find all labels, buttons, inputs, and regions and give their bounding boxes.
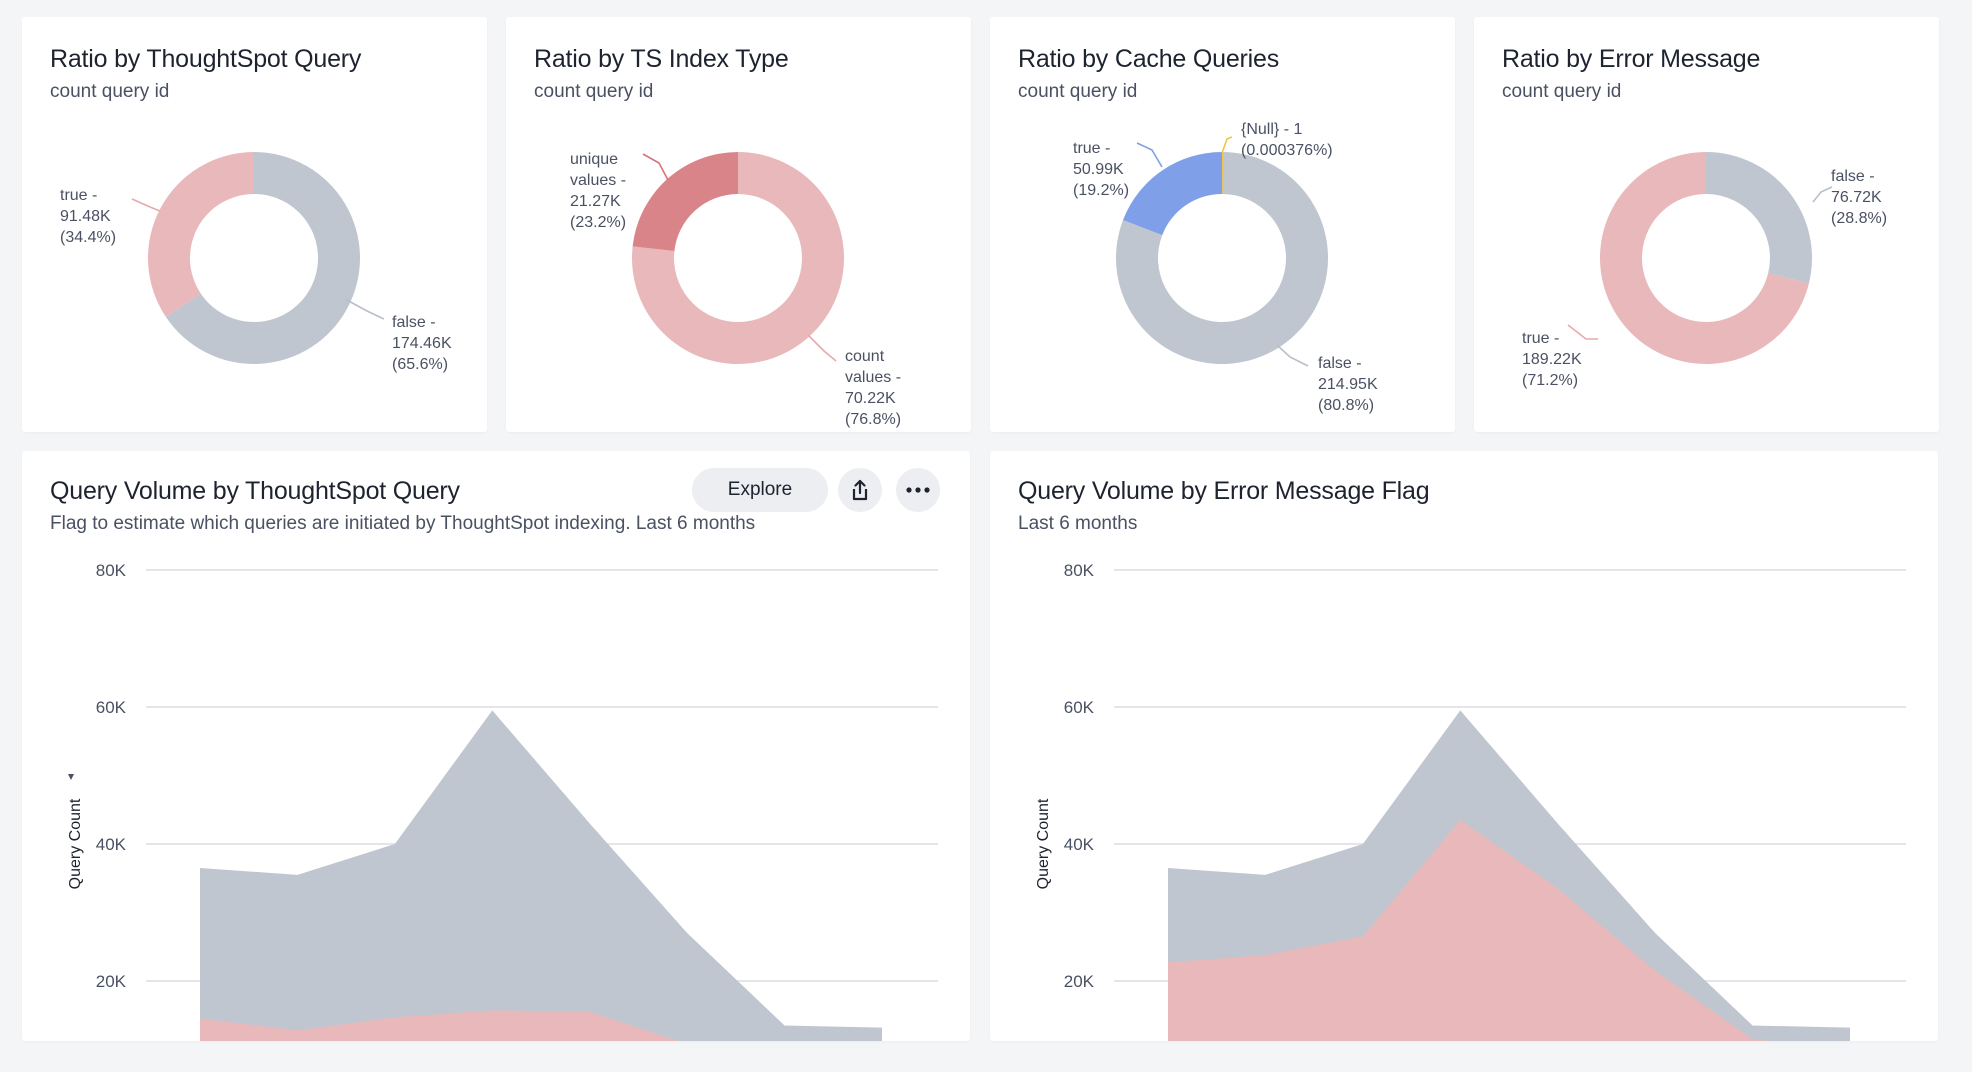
donut-chart[interactable]: {Null} - 1 (0.000376%) true -50.99K (19.2%)…: [990, 17, 1455, 432]
more-horizontal-icon: [906, 487, 930, 493]
leader-line: [1812, 186, 1833, 203]
share-button[interactable]: [838, 468, 882, 512]
card-subtitle: count query id: [534, 81, 654, 102]
donut-card-error-message[interactable]: Ratio by Error Message count query id fa…: [1474, 17, 1939, 432]
card-title: Ratio by ThoughtSpot Query: [50, 45, 362, 73]
slice-label: true -91.48K (34.4%): [60, 187, 116, 246]
card-title: Query Volume by ThoughtSpot Query: [50, 477, 460, 505]
leader-line: [1276, 344, 1309, 367]
leader-line: [1221, 136, 1233, 154]
explore-button[interactable]: Explore: [692, 468, 828, 512]
leader-line: [807, 334, 837, 362]
donut-chart[interactable]: true -91.48K (34.4%) false -174.46K (65.6%): [22, 17, 487, 432]
donut-slice-true[interactable]: [1600, 152, 1809, 364]
area-series-grey[interactable]: [200, 710, 882, 1041]
donut-slice-unique-values[interactable]: [632, 152, 738, 251]
slice-label: false -214.95K (80.8%): [1318, 355, 1378, 414]
leader-line: [344, 298, 385, 320]
card-subtitle: count query id: [1502, 81, 1622, 102]
y-tick-label: 20K: [1064, 972, 1095, 991]
donut-slice-false[interactable]: [165, 152, 361, 365]
share-icon: [852, 479, 868, 501]
more-options-button[interactable]: [896, 468, 940, 512]
slice-label: count values -70.22K (76.8%): [845, 348, 901, 428]
donut-slice-count-values[interactable]: [632, 152, 844, 364]
donut-slice-true[interactable]: [1123, 152, 1222, 236]
donut-slice--null-[interactable]: [1221, 152, 1224, 195]
card-title: Query Volume by Error Message Flag: [1018, 477, 1430, 505]
card-title: Ratio by TS Index Type: [534, 45, 789, 73]
axis-sort-caret-icon[interactable]: [68, 774, 74, 780]
card-subtitle: Last 6 months: [1018, 513, 1138, 534]
card-subtitle: Flag to estimate which queries are initi…: [50, 513, 756, 534]
area-series-pink[interactable]: [200, 1010, 882, 1041]
area-chart[interactable]: 80K 60K 40K 20K Query Count: [990, 451, 1938, 1041]
y-tick-label: 60K: [96, 698, 127, 717]
slice-label: unique values -21.27K (23.2%): [570, 151, 626, 231]
y-tick-label: 40K: [96, 835, 127, 854]
area-chart[interactable]: 80K 60K 40K 20K Query Count: [22, 451, 970, 1041]
leader-line: [1567, 324, 1598, 340]
slice-label: true -50.99K (19.2%): [1073, 140, 1129, 199]
leader-line: [1136, 142, 1163, 168]
y-axis-title: Query Count: [1035, 798, 1052, 889]
donut-card-cache-queries[interactable]: Ratio by Cache Queries count query id {N…: [990, 17, 1455, 432]
donut-chart[interactable]: false -76.72K (28.8%) true -189.22K (71.2%): [1474, 17, 1939, 432]
donut-slice-false[interactable]: [1706, 152, 1812, 284]
y-tick-label: 40K: [1064, 835, 1095, 854]
slice-label: {Null} - 1 (0.000376%): [1241, 121, 1333, 159]
y-tick-label: 80K: [1064, 561, 1095, 580]
donut-card-ts-index-type[interactable]: Ratio by TS Index Type count query id un…: [506, 17, 971, 432]
leader-line: [642, 153, 669, 181]
y-tick-label: 20K: [96, 972, 127, 991]
slice-label: true -189.22K (71.2%): [1522, 330, 1582, 389]
donut-slice-false[interactable]: [1116, 152, 1328, 364]
card-subtitle: count query id: [50, 81, 170, 102]
slice-label: false -174.46K (65.6%): [392, 314, 452, 373]
card-title: Ratio by Error Message: [1502, 45, 1761, 73]
y-tick-label: 80K: [96, 561, 127, 580]
donut-slice-true[interactable]: [148, 152, 254, 318]
y-axis-title: Query Count: [67, 798, 84, 889]
card-subtitle: count query id: [1018, 81, 1138, 102]
y-tick-label: 60K: [1064, 698, 1095, 717]
area-card-thoughtspot-query[interactable]: Query Volume by ThoughtSpot Query Flag t…: [22, 451, 970, 1041]
slice-label: false -76.72K (28.8%): [1831, 168, 1887, 227]
area-series-pink[interactable]: [1168, 820, 1850, 1041]
area-card-error-message-flag[interactable]: Query Volume by Error Message Flag Last …: [990, 451, 1938, 1041]
card-title: Ratio by Cache Queries: [1018, 45, 1280, 73]
leader-line: [131, 198, 161, 212]
donut-chart[interactable]: unique values -21.27K (23.2%) count values -…: [506, 17, 971, 432]
donut-card-thoughtspot-query[interactable]: Ratio by ThoughtSpot Query count query i…: [22, 17, 487, 432]
